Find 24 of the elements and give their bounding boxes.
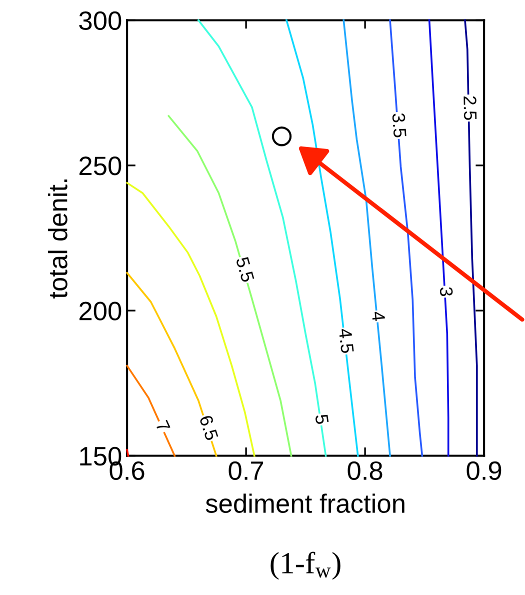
y-axis-title: total denit. (48, 180, 68, 298)
y-tick-label: 300 (79, 11, 122, 30)
x-tick-label: 0.7 (228, 461, 264, 480)
text: 5 (315, 414, 329, 424)
line-series (126, 272, 218, 457)
text: 4 (372, 311, 386, 322)
x-tick-label: 0.9 (466, 461, 502, 480)
line-series (286, 19, 359, 457)
text: 3.5 (392, 113, 407, 138)
text: 2.5 (464, 96, 477, 120)
line-series (389, 19, 424, 457)
text: 5.5 (236, 256, 254, 283)
text: (1-f$_{w}$) (270, 552, 340, 580)
x-axis-title: sediment fraction (206, 494, 404, 513)
line-series (464, 19, 478, 457)
y-tick-label: 250 (79, 156, 122, 176)
x-tick-label: 0.8 (348, 461, 382, 480)
text: 7 (156, 420, 170, 432)
text: 4.5 (338, 328, 354, 354)
text: 6.5 (199, 414, 219, 441)
line-series (198, 19, 327, 457)
y-tick-label: 200 (79, 302, 122, 320)
text: 3 (440, 286, 453, 296)
line-series (126, 182, 256, 457)
